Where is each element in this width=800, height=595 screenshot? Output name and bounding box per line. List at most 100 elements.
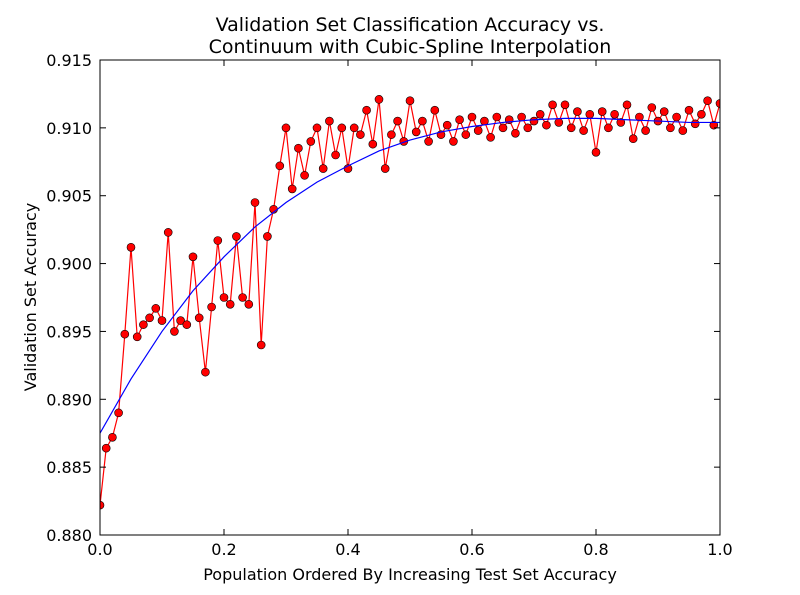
y-tick-label: 0.900 [46, 255, 92, 274]
data-point [610, 109, 619, 119]
data-point [666, 123, 675, 133]
data-point [573, 107, 582, 116]
data-point [380, 164, 390, 173]
series-line [100, 117, 720, 434]
data-point [232, 232, 241, 241]
data-point [157, 316, 167, 325]
data-point [219, 293, 229, 302]
data-point [349, 123, 359, 133]
data-point [672, 112, 681, 122]
data-point [145, 313, 154, 323]
data-point [188, 252, 198, 262]
data-point [256, 340, 266, 350]
data-point [461, 130, 471, 139]
plot-area [100, 95, 720, 510]
data-point [517, 112, 526, 122]
data-point [511, 128, 520, 138]
data-point [170, 327, 179, 336]
data-point [542, 120, 551, 130]
series-line [100, 98, 720, 506]
data-point [139, 320, 148, 329]
data-point [120, 329, 130, 339]
y-tick-label: 0.910 [46, 119, 92, 138]
data-point [263, 232, 272, 241]
data-point [604, 123, 613, 133]
y-tick-label: 0.905 [46, 187, 92, 206]
data-point [554, 118, 564, 127]
chart-title: Validation Set Classification Accuracy v… [216, 14, 605, 36]
data-point [306, 137, 316, 146]
data-point [622, 100, 632, 110]
data-point [114, 408, 123, 418]
data-point [597, 107, 607, 116]
data-point [715, 99, 720, 108]
data-point [684, 105, 694, 115]
axes-frame [99, 59, 721, 536]
data-point [678, 126, 688, 135]
data-point [455, 115, 464, 125]
data-point [591, 147, 601, 157]
data-point [182, 320, 192, 329]
data-point [659, 107, 669, 116]
y-tick-label: 0.915 [46, 51, 92, 70]
data-point [337, 123, 347, 133]
y-tick-label: 0.890 [46, 390, 92, 409]
data-point [368, 139, 378, 149]
x-tick-label: 0.4 [335, 540, 360, 559]
data-point [523, 123, 533, 133]
data-point [486, 133, 495, 142]
data-point [449, 137, 458, 146]
data-point [318, 164, 328, 173]
data-point [374, 95, 384, 104]
data-point [647, 103, 657, 112]
data-point [300, 171, 309, 180]
data-point [442, 120, 452, 130]
data-point [225, 299, 235, 309]
x-tick-label: 0.2 [211, 540, 236, 559]
data-point [585, 109, 595, 119]
data-point [697, 109, 706, 119]
data-point [628, 134, 638, 144]
data-point [238, 293, 247, 302]
x-tick-label: 0.0 [87, 540, 112, 559]
data-point [566, 123, 576, 133]
data-point [616, 118, 626, 127]
data-point [690, 119, 700, 129]
data-point [176, 316, 185, 325]
data-point [548, 100, 557, 110]
y-axis-label: Validation Set Accuracy [21, 203, 40, 392]
x-tick-label: 0.8 [583, 540, 608, 559]
y-tick-label: 0.880 [46, 526, 92, 545]
data-point [126, 242, 136, 252]
data-point [194, 313, 204, 323]
chart-title: Continuum with Cubic-Spline Interpolatio… [209, 36, 612, 58]
data-point [405, 96, 415, 106]
data-point [325, 116, 334, 126]
data-point [244, 299, 254, 309]
data-point [411, 127, 421, 137]
y-tick-label: 0.895 [46, 322, 92, 341]
data-point [473, 126, 483, 135]
x-tick-label: 1.0 [707, 540, 732, 559]
data-point [250, 198, 260, 207]
data-point [579, 126, 588, 135]
data-point [287, 184, 297, 194]
data-point [132, 332, 142, 342]
data-point [213, 236, 223, 245]
data-point [201, 367, 210, 377]
data-point [498, 123, 508, 133]
data-point [101, 443, 111, 453]
data-point [356, 130, 365, 139]
data-point [281, 123, 291, 133]
data-point [467, 112, 477, 122]
data-point [275, 161, 285, 171]
data-point [492, 112, 502, 122]
data-point [100, 500, 105, 510]
data-point [362, 105, 371, 115]
data-point [430, 105, 440, 115]
y-tick-label: 0.885 [46, 458, 92, 477]
data-point [108, 432, 117, 442]
data-point [703, 96, 712, 106]
data-point [151, 304, 161, 313]
